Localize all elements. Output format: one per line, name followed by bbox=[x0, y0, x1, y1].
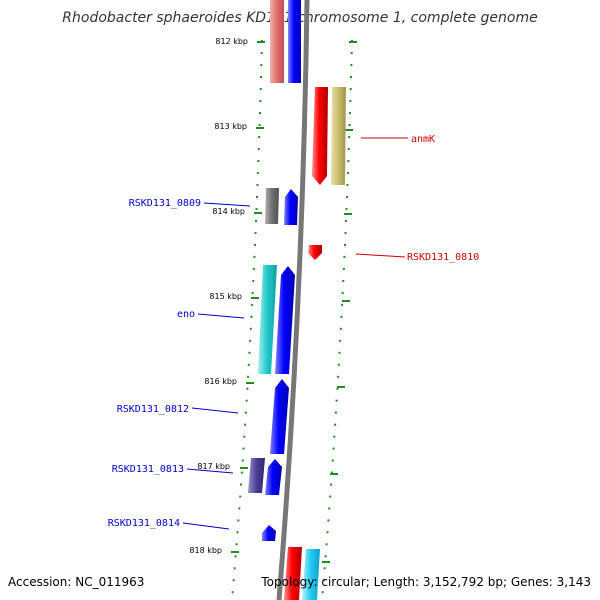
gene-feature-RSKD131-0813[interactable] bbox=[265, 459, 282, 495]
genome-backbone bbox=[276, 0, 310, 600]
outer-scale-ticks bbox=[322, 41, 357, 563]
gene-feature-gray[interactable] bbox=[265, 188, 279, 224]
gene-feature-eno[interactable] bbox=[275, 266, 295, 374]
gene-label-eno[interactable]: eno bbox=[177, 309, 195, 320]
summary-text: Topology: circular; Length: 3,152,792 bp… bbox=[261, 575, 591, 589]
gene-feature-blue[interactable] bbox=[288, 0, 301, 83]
gene-label-RSKD131-0809[interactable]: RSKD131_0809 bbox=[129, 198, 201, 209]
tick-label: 816 kbp bbox=[204, 377, 237, 386]
gene-feature-cyan[interactable] bbox=[258, 265, 277, 374]
gene-feature-RSKD131-0814[interactable] bbox=[262, 525, 276, 541]
inner-scale-ticks bbox=[231, 41, 265, 553]
tick-label: 814 kbp bbox=[212, 207, 245, 216]
tick-label: 813 kbp bbox=[214, 122, 247, 131]
label-leaders bbox=[182, 137, 408, 530]
gene-feature-RSKD131-0809[interactable] bbox=[284, 189, 298, 225]
gene-feature-RSKD131-0810[interactable] bbox=[308, 245, 322, 260]
tick-label: 812 kbp bbox=[215, 37, 248, 46]
gene-label-RSKD131-0810[interactable]: RSKD131_0810 bbox=[407, 252, 479, 263]
gene-feature-anmK[interactable] bbox=[312, 87, 328, 185]
gene-features bbox=[248, 0, 346, 600]
accession-text: Accession: NC_011963 bbox=[8, 575, 145, 589]
gene-feature-slate[interactable] bbox=[248, 458, 265, 493]
gene-feature-olive[interactable] bbox=[331, 87, 346, 185]
gene-label-RSKD131-0814[interactable]: RSKD131_0814 bbox=[108, 518, 180, 529]
gene-label-anmK[interactable]: anmK bbox=[411, 134, 435, 145]
gene-feature-red-bottom[interactable] bbox=[284, 547, 302, 600]
gene-feature-sky-bottom[interactable] bbox=[302, 549, 320, 600]
gene-feature-pink[interactable] bbox=[270, 0, 284, 83]
tick-label: 817 kbp bbox=[197, 462, 230, 471]
tick-label: 818 kbp bbox=[189, 546, 222, 555]
tick-label: 815 kbp bbox=[209, 292, 242, 301]
gene-label-RSKD131-0813[interactable]: RSKD131_0813 bbox=[112, 464, 184, 475]
gene-label-RSKD131-0812[interactable]: RSKD131_0812 bbox=[117, 404, 189, 415]
gene-feature-RSKD131-0812[interactable] bbox=[270, 379, 289, 454]
